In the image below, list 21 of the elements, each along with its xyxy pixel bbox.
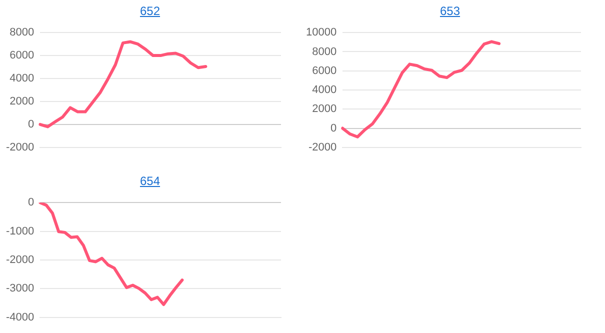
y-tick-label: 6000 bbox=[10, 50, 34, 62]
chart-title: 653 bbox=[438, 3, 462, 20]
chart-title: 654 bbox=[138, 173, 162, 190]
y-tick-label: -3000 bbox=[6, 282, 34, 295]
y-tick-label: 2000 bbox=[312, 103, 337, 116]
y-tick-label: 0 bbox=[28, 118, 34, 130]
y-tick-label: 6000 bbox=[312, 64, 337, 77]
y-tick-label: -2000 bbox=[308, 141, 337, 154]
y-tick-label: 8000 bbox=[312, 46, 337, 58]
y-tick-label: 4000 bbox=[312, 84, 337, 96]
y-tick-label: -1000 bbox=[6, 225, 34, 238]
y-tick-label: 0 bbox=[330, 122, 337, 134]
y-tick-label: 0 bbox=[28, 196, 34, 209]
y-tick-label: 2000 bbox=[10, 96, 34, 108]
y-tick-label: 4000 bbox=[10, 72, 34, 85]
chart-title: 652 bbox=[138, 3, 162, 20]
y-tick-label: -4000 bbox=[6, 311, 34, 324]
y-tick-label: 10000 bbox=[306, 26, 337, 39]
y-tick-label: -2000 bbox=[6, 141, 34, 154]
y-tick-label: 8000 bbox=[10, 26, 34, 39]
y-tick-label: -2000 bbox=[6, 254, 34, 266]
